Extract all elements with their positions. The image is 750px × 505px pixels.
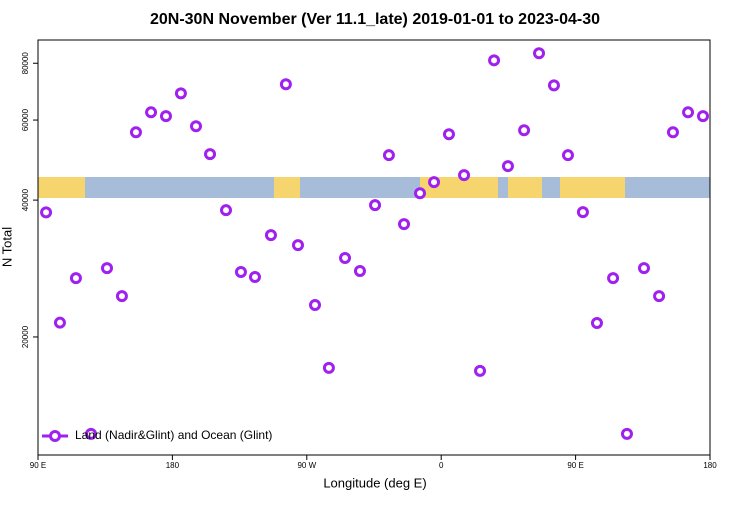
point [309, 299, 322, 312]
x-tick-label: 90 W [297, 461, 316, 470]
map-strip [38, 177, 710, 198]
point [696, 110, 709, 123]
point [129, 126, 142, 139]
point [474, 364, 487, 377]
y-tick-label: 60000 [21, 108, 30, 131]
x-tick-label: 0 [439, 461, 444, 470]
point [533, 47, 546, 60]
point [576, 206, 589, 219]
point [234, 266, 247, 279]
point [561, 149, 574, 162]
point [413, 187, 426, 200]
point [85, 427, 98, 440]
point [518, 124, 531, 137]
x-tick-label: 90 E [567, 461, 583, 470]
point [174, 87, 187, 100]
point [501, 160, 514, 173]
point [590, 316, 603, 329]
y-axis-label: N Total [0, 227, 14, 267]
point [159, 110, 172, 123]
y-tick-label: 40000 [21, 188, 30, 211]
legend-marker [49, 430, 61, 442]
point [620, 427, 633, 440]
point [666, 126, 679, 139]
point [100, 262, 113, 275]
point [458, 169, 471, 182]
point [653, 290, 666, 303]
point [279, 78, 292, 91]
legend-label: Land (Nadir&Glint) and Ocean (Glint) [75, 428, 272, 442]
point [369, 199, 382, 212]
point [637, 262, 650, 275]
point [488, 54, 501, 67]
chart-title: 20N-30N November (Ver 11.1_late) 2019-01… [150, 11, 600, 28]
point [248, 270, 261, 283]
point [339, 252, 352, 265]
point [442, 128, 455, 141]
x-tick-label: 180 [166, 461, 180, 470]
point [204, 148, 217, 161]
point [53, 316, 66, 329]
point [607, 272, 620, 285]
point [69, 272, 82, 285]
x-tick-label: 180 [703, 461, 717, 470]
point [291, 239, 304, 252]
point [682, 106, 695, 119]
point [264, 229, 277, 242]
plot-frame [37, 39, 711, 456]
point [322, 361, 335, 374]
y-tick-label: 20000 [21, 325, 30, 348]
y-tick-label: 80000 [21, 52, 30, 75]
point [382, 149, 395, 162]
point [353, 265, 366, 278]
point [115, 290, 128, 303]
x-axis-label: Longitude (deg E) [323, 475, 426, 490]
point [547, 79, 560, 92]
point [189, 120, 202, 133]
point [145, 106, 158, 119]
point [220, 204, 233, 217]
point [428, 176, 441, 189]
x-tick-label: 90 E [30, 461, 46, 470]
point [40, 206, 53, 219]
point [398, 218, 411, 231]
